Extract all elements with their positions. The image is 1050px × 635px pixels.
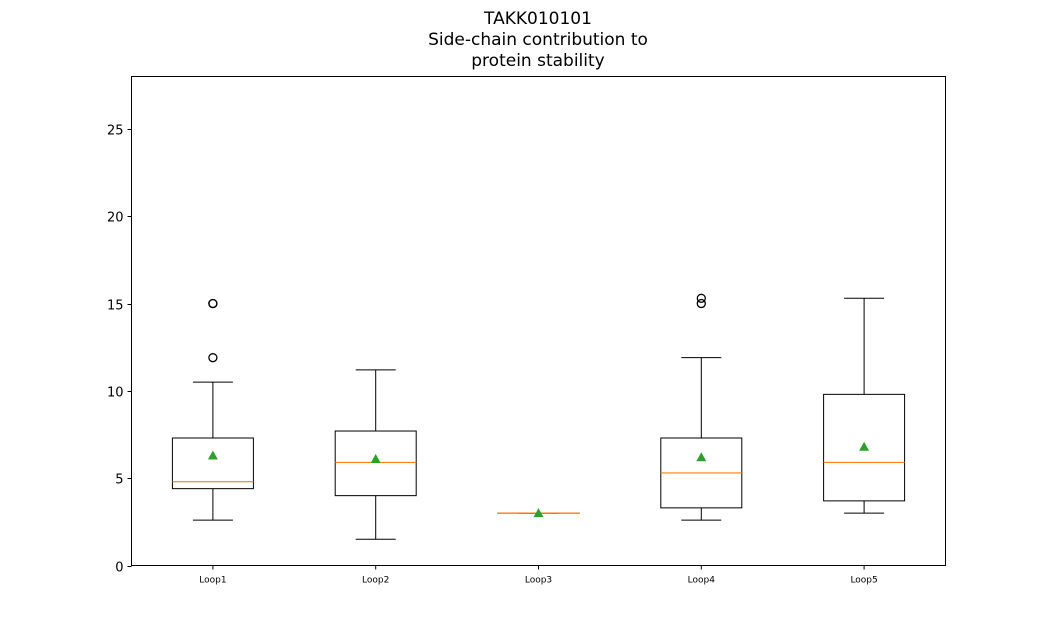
outlier-point — [696, 293, 706, 303]
box-loop1 — [171, 298, 254, 521]
x-axis: Loop1 Loop2 Loop3 Loop4 Loop5 — [199, 565, 878, 586]
box-loop3 — [497, 508, 580, 518]
y-axis: 0 5 10 15 20 25 — [107, 124, 132, 576]
y-tick-label: 25 — [107, 124, 124, 139]
mean-marker — [533, 508, 544, 518]
box-loop5 — [823, 297, 906, 514]
chart-title: TAKK010101 Side-chain contribution to pr… — [0, 9, 1050, 72]
outlier-point — [696, 298, 706, 309]
outlier-point — [208, 353, 218, 363]
box-loop2 — [334, 369, 417, 540]
y-tick-label: 15 — [107, 299, 124, 314]
mean-marker — [370, 453, 381, 463]
chart-title-line-2: Side-chain contribution to — [428, 30, 648, 50]
box-loop4 — [660, 293, 743, 521]
x-tick-label: Loop1 — [199, 576, 226, 586]
y-tick-label: 5 — [115, 473, 123, 488]
y-tick-label: 0 — [115, 561, 123, 576]
interquartile-box — [823, 393, 906, 502]
interquartile-box — [171, 437, 254, 490]
box-series — [171, 293, 906, 540]
interquartile-box — [334, 430, 417, 497]
chart-title-line-3: protein stability — [471, 51, 605, 71]
mean-marker — [859, 441, 870, 451]
mean-marker — [207, 450, 218, 460]
y-tick-label: 10 — [107, 386, 124, 401]
chart-title-line-1: TAKK010101 — [484, 9, 592, 29]
mean-marker — [696, 452, 707, 462]
x-tick-label: Loop3 — [525, 576, 552, 586]
x-tick-label: Loop4 — [688, 576, 716, 586]
x-tick-label: Loop2 — [362, 576, 389, 586]
x-tick-label: Loop5 — [850, 576, 877, 586]
y-tick-label: 20 — [107, 211, 124, 226]
outlier-point — [208, 298, 218, 309]
